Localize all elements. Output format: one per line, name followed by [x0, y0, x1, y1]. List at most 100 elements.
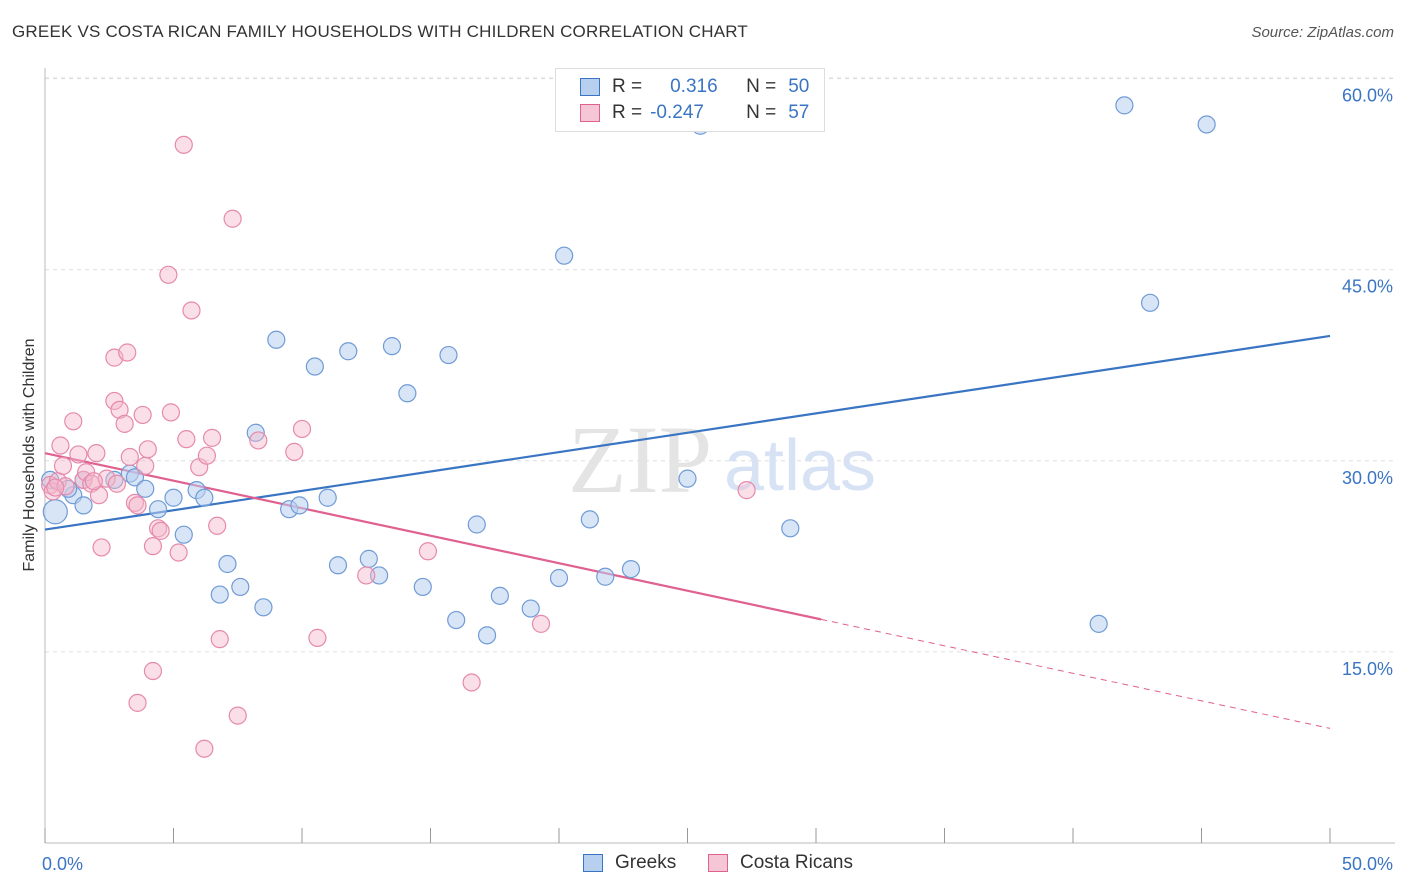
point-costa-ricans [128, 693, 147, 712]
point-costa-ricans [195, 739, 214, 758]
point-greeks [290, 496, 309, 515]
point-greeks [267, 330, 286, 349]
legend-label-greeks: Greeks [615, 852, 677, 873]
legend-n-label: N = [746, 76, 777, 97]
legend-n-label: N = [746, 102, 777, 123]
y-tick-label: 45.0% [1342, 277, 1393, 297]
legend-r-label: R = [612, 76, 643, 97]
trend-line-costa-ricans [44, 452, 822, 621]
point-costa-ricans [174, 135, 193, 154]
legend-row-costa-ricans: R = -0.247 N = 57 [580, 100, 809, 126]
x-tick-label: 0.0% [42, 854, 83, 874]
legend-n-value: 57 [788, 102, 810, 123]
legend-swatch-pink [580, 104, 600, 122]
tick-labels: 15.0% 30.0% 45.0% 60.0% 0.0% 50.0% [42, 86, 1393, 874]
point-costa-ricans [136, 456, 155, 475]
point-greeks [370, 566, 389, 585]
point-costa-ricans [143, 661, 163, 681]
point-costa-ricans [151, 521, 170, 540]
point-costa-ricans [223, 209, 242, 228]
point-greeks [164, 488, 183, 507]
y-tick-label: 15.0% [1342, 659, 1393, 679]
point-costa-ricans [105, 391, 124, 411]
point-greeks [1115, 96, 1134, 115]
point-costa-ricans [51, 436, 70, 455]
point-costa-ricans [84, 472, 103, 491]
point-costa-ricans [228, 706, 247, 725]
point-costa-ricans [202, 428, 222, 447]
point-greeks [210, 585, 229, 604]
watermark: ZIP atlas [568, 406, 876, 513]
point-greeks [580, 510, 599, 529]
point-greeks [447, 610, 466, 630]
point-greeks [59, 479, 78, 498]
point-costa-ricans [133, 405, 152, 425]
point-greeks [174, 525, 193, 544]
y-tick-label: 30.0% [1342, 468, 1393, 488]
point-costa-ricans [87, 444, 106, 463]
point-costa-ricans [120, 447, 139, 467]
point-costa-ricans [531, 614, 551, 633]
point-greeks [125, 468, 145, 487]
chart-title: GREEK VS COSTA RICAN FAMILY HOUSEHOLDS W… [12, 22, 748, 41]
point-greeks [74, 496, 93, 515]
point-costa-ricans [159, 265, 178, 284]
legend-r-label: R = [612, 102, 643, 123]
legend-item-costa-ricans: Costa Ricans [708, 852, 853, 874]
point-costa-ricans [161, 403, 181, 422]
point-greeks [328, 556, 348, 575]
point-greeks [467, 515, 486, 534]
y-tick-label: 60.0% [1342, 86, 1393, 106]
point-greeks [231, 577, 250, 597]
point-greeks [195, 488, 214, 507]
point-costa-ricans [197, 446, 217, 465]
point-costa-ricans [138, 440, 157, 459]
point-greeks [439, 345, 458, 365]
point-costa-ricans [118, 343, 137, 362]
gridlines [45, 77, 1395, 653]
point-costa-ricans [107, 474, 127, 493]
legend-label-costa-ricans: Costa Ricans [740, 852, 853, 873]
point-greeks [781, 519, 800, 538]
legend-row-greeks: R = 0.316 N = 50 [580, 74, 809, 100]
point-greeks [1140, 293, 1160, 312]
point-costa-ricans [128, 496, 147, 515]
point-greeks [477, 626, 497, 645]
axes [44, 68, 1395, 844]
legend-swatch-blue [580, 78, 600, 96]
source-label: Source: ZipAtlas.com [1251, 24, 1394, 41]
point-greeks [596, 567, 615, 586]
series-legend: Greeks Costa Ricans [0, 852, 1406, 878]
point-costa-ricans [115, 414, 134, 433]
point-costa-ricans [92, 538, 111, 557]
point-costa-ricans [308, 628, 327, 647]
point-costa-ricans [292, 419, 312, 439]
correlation-legend: R = 0.316 N = 50 R = -0.247 N = 57 [555, 68, 825, 132]
legend-r-value: 0.316 [670, 76, 718, 97]
point-greeks [359, 549, 378, 568]
point-greeks [678, 469, 697, 488]
point-costa-ricans [53, 456, 73, 475]
legend-r-value: -0.247 [650, 102, 704, 123]
point-costa-ricans [46, 478, 65, 497]
point-greeks [254, 598, 273, 617]
point-costa-ricans [210, 630, 229, 649]
watermark-zip: ZIP [568, 406, 712, 513]
point-greeks [148, 500, 168, 519]
point-greeks [305, 357, 324, 376]
watermark-atlas: atlas [724, 426, 876, 506]
point-greeks [318, 488, 337, 507]
point-greeks [621, 559, 641, 579]
trend-lines [44, 334, 1331, 729]
point-costa-ricans [182, 301, 201, 320]
point-greeks [382, 337, 402, 356]
legend-swatch-costa-ricans [708, 854, 728, 872]
point-costa-ricans [64, 412, 83, 431]
point-greeks [1089, 614, 1108, 633]
point-greeks [490, 586, 509, 605]
data-points [41, 96, 1216, 758]
point-greeks [1197, 115, 1216, 134]
point-costa-ricans [125, 493, 145, 512]
legend-n-value: 50 [788, 76, 810, 97]
